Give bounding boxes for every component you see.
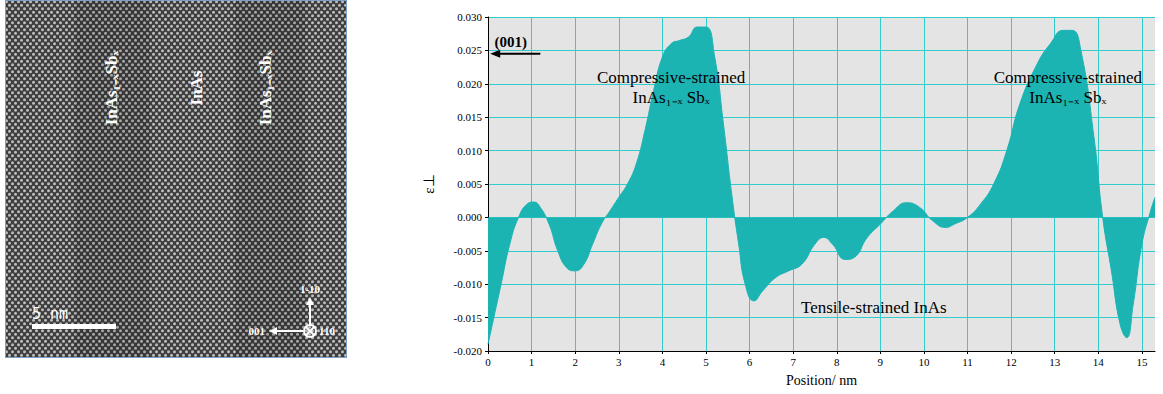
svg-text:InAs₁₋ₓ Sbₓ: InAs₁₋ₓ Sbₓ — [633, 88, 710, 107]
svg-text:-0.010: -0.010 — [454, 278, 483, 290]
svg-text:-0.005: -0.005 — [454, 245, 483, 257]
svg-text:1: 1 — [529, 356, 535, 368]
svg-text:0: 0 — [485, 356, 491, 368]
svg-text:11: 11 — [962, 356, 973, 368]
svg-text:6: 6 — [747, 356, 753, 368]
svg-text:InAs₁₋ₓSbₓ: InAs₁₋ₓSbₓ — [256, 51, 275, 126]
svg-text:13: 13 — [1049, 356, 1061, 368]
svg-text:InAs₁₋ₓ Sbₓ: InAs₁₋ₓ Sbₓ — [1029, 88, 1106, 107]
svg-text:4: 4 — [660, 356, 666, 368]
svg-text:0.025: 0.025 — [457, 44, 482, 56]
svg-text:15: 15 — [1136, 356, 1148, 368]
svg-text:14: 14 — [1093, 356, 1105, 368]
svg-text:-0.015: -0.015 — [454, 312, 483, 324]
svg-text:InAs₁₋ₓSbₓ: InAs₁₋ₓSbₓ — [102, 51, 121, 126]
svg-text:Tensile-strained InAs: Tensile-strained InAs — [801, 298, 947, 317]
svg-text:0.005: 0.005 — [457, 178, 482, 190]
svg-text:7: 7 — [790, 356, 796, 368]
svg-text:-0.020: -0.020 — [454, 345, 483, 357]
svg-text:(001): (001) — [495, 34, 528, 51]
svg-text:10: 10 — [918, 356, 930, 368]
svg-text:5: 5 — [703, 356, 709, 368]
svg-text:Compressive-strained: Compressive-strained — [597, 68, 746, 87]
svg-text:3: 3 — [616, 356, 622, 368]
svg-text:Compressive-strained: Compressive-strained — [994, 68, 1143, 87]
svg-text:5 nm: 5 nm — [32, 305, 68, 323]
svg-text:001: 001 — [249, 325, 266, 337]
svg-text:1-10: 1-10 — [300, 283, 321, 295]
svg-text:110: 110 — [319, 325, 335, 337]
svg-text:2: 2 — [572, 356, 578, 368]
svg-text:Position/ nm: Position/ nm — [786, 373, 857, 388]
svg-text:ε⊥: ε⊥ — [421, 174, 437, 193]
svg-text:0.020: 0.020 — [457, 78, 482, 90]
svg-text:8: 8 — [834, 356, 840, 368]
svg-text:9: 9 — [878, 356, 884, 368]
svg-text:0.030: 0.030 — [457, 11, 482, 23]
svg-text:12: 12 — [1006, 356, 1017, 368]
svg-text:0.010: 0.010 — [457, 145, 482, 157]
svg-text:InAs: InAs — [187, 70, 206, 105]
svg-text:0.000: 0.000 — [457, 211, 482, 223]
svg-text:0.015: 0.015 — [457, 111, 482, 123]
